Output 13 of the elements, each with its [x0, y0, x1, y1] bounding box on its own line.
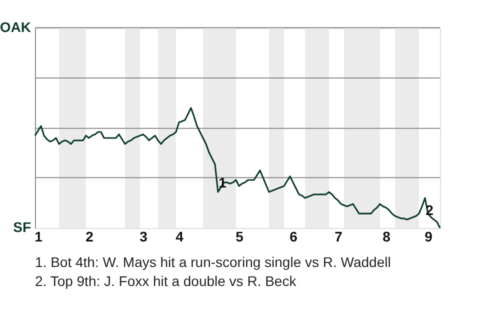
- x-tick-label: 6: [290, 228, 298, 244]
- text: SF: [13, 219, 32, 235]
- x-tick-label: 9: [424, 228, 433, 244]
- x-tick-label: 1: [34, 228, 43, 244]
- x-tick-label: 8: [382, 228, 391, 244]
- x-tick-label: 4: [176, 228, 184, 244]
- x-tick-label: 5: [236, 228, 244, 244]
- x-tick-label: 2: [86, 228, 94, 244]
- text: 2. Top 9th: J. Foxx hit a double vs R. Beck: [35, 273, 298, 289]
- text: OAK: [0, 19, 31, 35]
- x-tick-label: 7: [334, 228, 343, 244]
- x-tick-label: 3: [140, 228, 148, 244]
- text: 1. Bot 4th: W. Mays hit a run-scoring single vs R. Waddell: [35, 254, 391, 270]
